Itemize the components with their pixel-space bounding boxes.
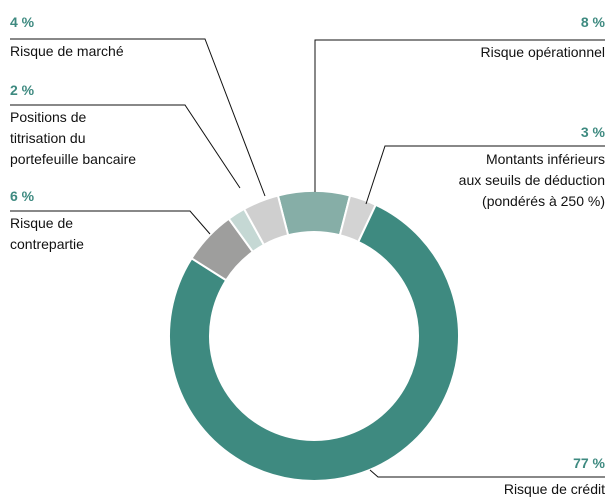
leader-line <box>314 39 605 192</box>
leader-line <box>10 104 241 189</box>
category-label: Risque opérationnel <box>480 44 605 60</box>
value-label: 2 % <box>10 82 35 98</box>
category-label: Risque de marché <box>10 43 124 59</box>
donut-segment <box>242 194 290 247</box>
leader-line <box>10 38 266 197</box>
value-label: 6 % <box>10 188 35 204</box>
leader-line <box>365 145 605 205</box>
donut-segment <box>168 203 460 482</box>
value-label: 3 % <box>580 124 605 140</box>
category-label: Positions de titrisation du portefeuille… <box>10 109 137 167</box>
donut-segment <box>276 190 352 237</box>
value-label: 8 % <box>580 14 605 30</box>
value-label: 77 % <box>573 455 605 471</box>
leader-line <box>10 210 211 235</box>
category-label: Risque de crédit <box>503 481 605 497</box>
leader-line <box>369 469 605 478</box>
value-label: 4 % <box>10 14 35 30</box>
category-label: Risque de contrepartie <box>10 215 84 252</box>
category-label: Montants inférieurs aux seuils de déduct… <box>458 151 605 209</box>
